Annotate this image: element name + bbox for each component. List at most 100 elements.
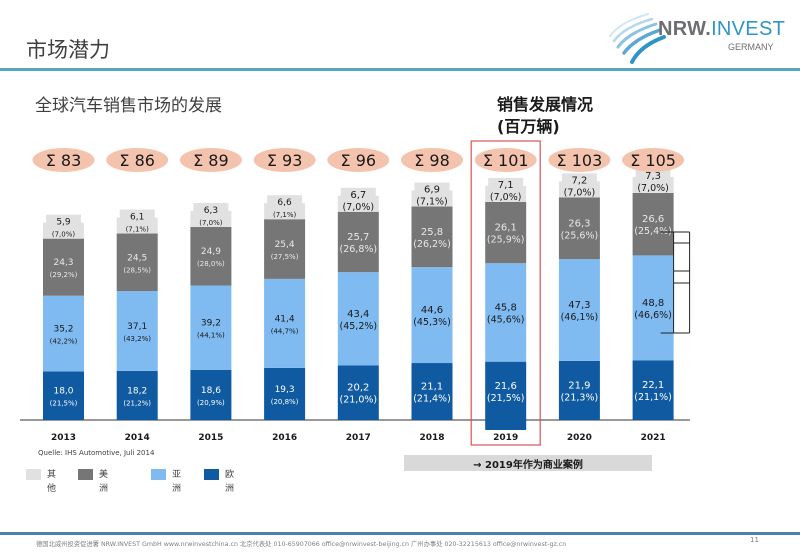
x-tick-label: 2018 [419, 433, 444, 443]
bar-segment-europe [558, 360, 600, 420]
x-tick-label: 2016 [272, 433, 297, 443]
sum-badge [253, 148, 316, 172]
chart-title: 全球汽车销售市场的发展 [35, 96, 222, 116]
share-label-asia: (45,2%) [340, 321, 378, 332]
business-case-banner: → 2019年作为商业案例 [404, 455, 652, 471]
sum-badge [548, 148, 611, 172]
footer-divider [0, 532, 800, 535]
bar-segment-europe [485, 361, 527, 430]
value-label-other: 6,9 [424, 185, 440, 196]
bar-segment-asia [337, 272, 379, 366]
business-case-label: → 2019年作为商业案例 [473, 460, 583, 471]
x-tick-label: 2019 [493, 433, 518, 443]
value-label-asia: 37,1 [127, 322, 147, 332]
share-label-asia: (45,3%) [413, 317, 451, 328]
sum-label: Σ 86 [119, 151, 155, 170]
logo-wordmark-bold: NRW. [658, 18, 712, 40]
value-label-asia: 39,2 [201, 319, 221, 329]
sum-badge [179, 148, 242, 172]
share-label-asia: (46,1%) [561, 312, 599, 323]
x-tick-label: 2015 [198, 433, 223, 443]
bar-segment-asia [485, 263, 527, 362]
sum-label: Σ 83 [46, 151, 82, 170]
bar-segment-asia [116, 291, 158, 371]
x-tick-label: 2020 [567, 433, 592, 443]
x-tick-label: 2021 [641, 433, 666, 443]
share-label-europe: (21,2%) [123, 399, 151, 407]
bar-segment-europe [264, 367, 306, 420]
share-label-europe: (21,0%) [340, 395, 378, 406]
value-label-america: 26,3 [568, 218, 590, 229]
logo-subtitle: GERMANY [728, 42, 774, 52]
value-label-america: 25,7 [347, 232, 369, 243]
unit-title: 销售发展情况 (百万辆) [497, 94, 593, 138]
value-label-america: 24,3 [53, 258, 73, 268]
legend-swatch-america [78, 469, 93, 480]
sum-badge [106, 148, 169, 172]
bar-segment-europe [43, 371, 84, 420]
value-label-europe: 18,6 [201, 386, 221, 396]
sum-label: Σ 105 [630, 151, 676, 170]
legend-swatch-asia [151, 469, 166, 480]
share-label-america: (26,2%) [413, 239, 451, 250]
value-label-other: 6,3 [204, 206, 218, 216]
value-label-europe: 19,3 [275, 385, 295, 395]
share-label-america: (25,4%) [634, 226, 672, 237]
bar-segment-other-base [116, 217, 158, 234]
share-label-other: (7,0%) [564, 187, 596, 198]
highlight-box-2019 [470, 140, 541, 446]
share-label-america: (25,9%) [487, 235, 525, 246]
logo-wordmark: NRW.INVEST [658, 18, 785, 41]
sum-label: Σ 96 [341, 151, 377, 170]
sum-label: Σ 101 [483, 151, 529, 170]
value-label-other: 7,1 [498, 180, 514, 191]
bar-segment-other-base [337, 195, 379, 212]
value-label-america: 25,8 [421, 227, 443, 238]
value-label-asia: 35,2 [53, 325, 73, 335]
bar-segment-asia [632, 255, 674, 361]
x-tick-label: 2013 [51, 433, 76, 443]
bar-segment-america [190, 226, 232, 286]
bar-segment-america [43, 238, 84, 296]
footer-contact: 德国北威州投资促进署 NRW.INVEST GmbH www.nrwinvest… [36, 541, 567, 548]
bar-segment-europe [116, 370, 158, 420]
bar-segment-other-base [485, 185, 527, 202]
sum-badge [474, 148, 537, 172]
bar-segment-america [337, 211, 379, 273]
value-label-america: 24,9 [201, 247, 221, 257]
value-label-america: 25,4 [275, 240, 295, 250]
share-label-europe: (21,5%) [50, 400, 78, 408]
legend-swatch-europe [204, 469, 219, 480]
page-number: 11 [750, 536, 759, 544]
bar-segment-other-base [411, 190, 453, 207]
share-label-other: (7,1%) [126, 226, 150, 234]
share-label-other: (7,0%) [637, 183, 669, 194]
bar-segment-asia [411, 267, 453, 364]
bar-segment-other-base [190, 210, 232, 227]
share-label-america: (28,0%) [197, 260, 225, 268]
share-label-asia: (43,2%) [123, 335, 151, 343]
legend-swatch-other [26, 469, 41, 480]
sum-badge [32, 148, 95, 172]
value-label-asia: 48,8 [642, 298, 664, 309]
value-label-asia: 43,4 [347, 309, 369, 320]
value-label-asia: 44,6 [421, 305, 443, 316]
bar-segment-america [485, 201, 527, 264]
value-label-europe: 21,1 [421, 382, 443, 393]
value-label-other: 5,9 [56, 218, 71, 228]
share-label-europe: (21,5%) [487, 393, 525, 404]
value-label-europe: 21,9 [568, 380, 590, 391]
share-label-other: (7,0%) [343, 202, 375, 213]
logo-swoosh-icon [609, 13, 666, 64]
legend-label-europe: 欧洲 [225, 470, 235, 494]
sum-label: Σ 103 [557, 151, 603, 170]
bar-segment-other-base [632, 176, 674, 193]
share-label-america: (29,2%) [50, 271, 78, 279]
value-label-asia: 47,3 [568, 300, 590, 311]
bar-segment-asia [190, 285, 232, 370]
value-label-other: 6,7 [350, 190, 366, 201]
bar-segment-europe [411, 363, 453, 420]
unit-title-line1: 销售发展情况 [497, 95, 594, 114]
sum-badge [622, 148, 685, 172]
